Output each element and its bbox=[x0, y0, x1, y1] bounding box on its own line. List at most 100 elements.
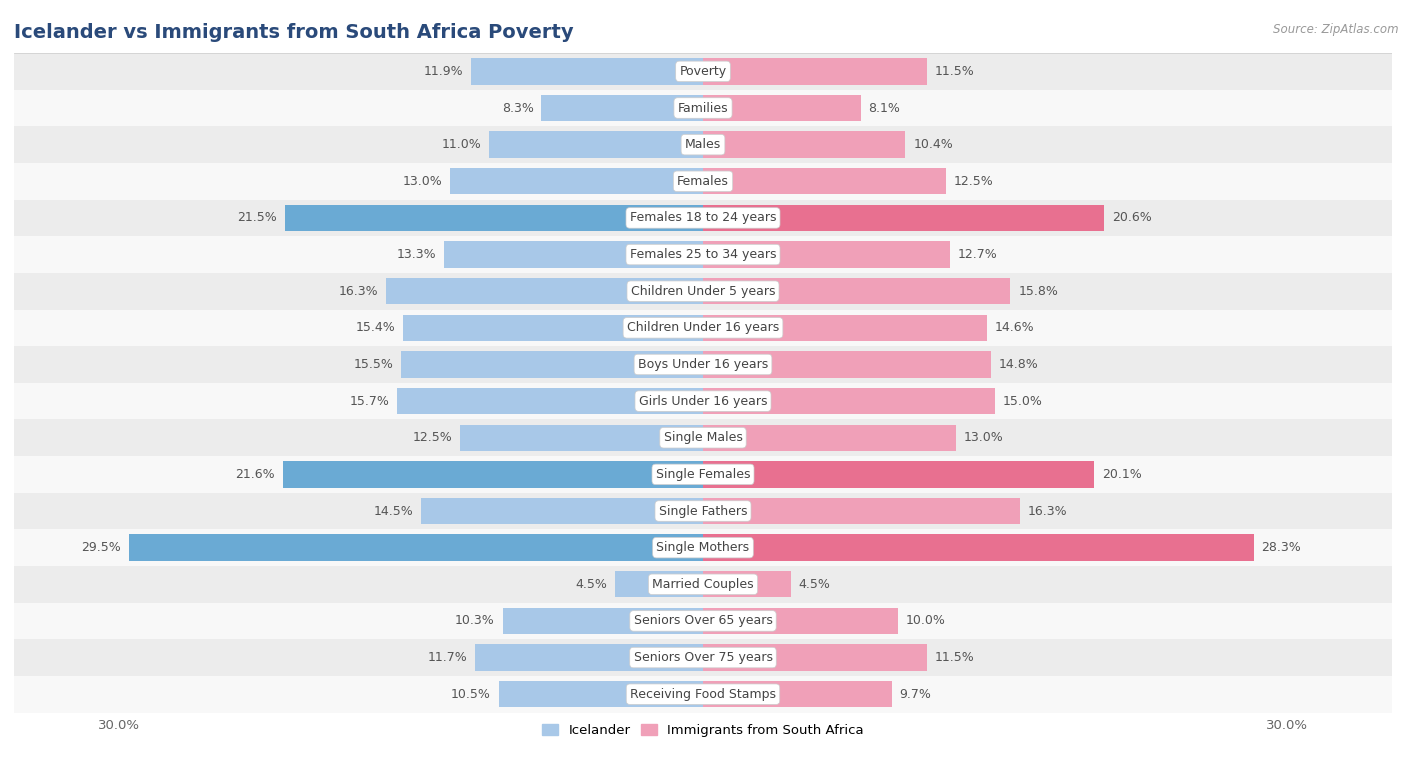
Bar bbox=[14, 383, 1392, 419]
Bar bbox=[14, 199, 1392, 236]
Text: Families: Families bbox=[678, 102, 728, 114]
Bar bbox=[703, 278, 1011, 305]
Text: Males: Males bbox=[685, 138, 721, 151]
Text: Icelander vs Immigrants from South Africa Poverty: Icelander vs Immigrants from South Afric… bbox=[14, 23, 574, 42]
Text: 29.5%: 29.5% bbox=[82, 541, 121, 554]
Text: 16.3%: 16.3% bbox=[1028, 505, 1067, 518]
Bar bbox=[129, 534, 703, 561]
Text: 15.5%: 15.5% bbox=[354, 358, 394, 371]
Text: 14.6%: 14.6% bbox=[995, 321, 1035, 334]
Bar bbox=[499, 681, 703, 707]
Text: Seniors Over 65 years: Seniors Over 65 years bbox=[634, 615, 772, 628]
Text: 15.0%: 15.0% bbox=[1002, 395, 1043, 408]
Bar bbox=[284, 205, 703, 231]
Text: 13.0%: 13.0% bbox=[963, 431, 1004, 444]
Text: 15.8%: 15.8% bbox=[1018, 285, 1059, 298]
Bar bbox=[703, 608, 897, 634]
Bar bbox=[14, 456, 1392, 493]
Bar bbox=[703, 424, 956, 451]
Text: 10.0%: 10.0% bbox=[905, 615, 945, 628]
Text: 11.7%: 11.7% bbox=[427, 651, 468, 664]
Bar bbox=[703, 388, 995, 415]
Text: Single Males: Single Males bbox=[664, 431, 742, 444]
Bar bbox=[703, 168, 946, 195]
Bar bbox=[14, 53, 1392, 89]
Text: 20.6%: 20.6% bbox=[1112, 211, 1152, 224]
Text: Single Mothers: Single Mothers bbox=[657, 541, 749, 554]
Bar bbox=[14, 89, 1392, 127]
Bar bbox=[489, 131, 703, 158]
Text: 12.5%: 12.5% bbox=[412, 431, 451, 444]
Text: 4.5%: 4.5% bbox=[576, 578, 607, 590]
Bar bbox=[14, 127, 1392, 163]
Text: 13.3%: 13.3% bbox=[396, 248, 436, 261]
Bar bbox=[450, 168, 703, 195]
Text: 11.0%: 11.0% bbox=[441, 138, 481, 151]
Text: 21.6%: 21.6% bbox=[235, 468, 274, 481]
Text: 15.7%: 15.7% bbox=[350, 395, 389, 408]
Text: Receiving Food Stamps: Receiving Food Stamps bbox=[630, 688, 776, 700]
Bar bbox=[703, 58, 927, 85]
Bar bbox=[703, 534, 1254, 561]
Bar bbox=[420, 498, 703, 525]
Text: Children Under 16 years: Children Under 16 years bbox=[627, 321, 779, 334]
Text: Single Females: Single Females bbox=[655, 468, 751, 481]
Bar bbox=[502, 608, 703, 634]
Bar bbox=[14, 346, 1392, 383]
Bar bbox=[14, 419, 1392, 456]
Bar bbox=[14, 163, 1392, 199]
Text: 10.3%: 10.3% bbox=[456, 615, 495, 628]
Bar bbox=[385, 278, 703, 305]
Bar bbox=[703, 131, 905, 158]
Bar bbox=[14, 309, 1392, 346]
Bar bbox=[14, 529, 1392, 566]
Text: 12.7%: 12.7% bbox=[957, 248, 998, 261]
Bar bbox=[475, 644, 703, 671]
Text: Source: ZipAtlas.com: Source: ZipAtlas.com bbox=[1274, 23, 1399, 36]
Bar bbox=[444, 241, 703, 268]
Text: 9.7%: 9.7% bbox=[900, 688, 931, 700]
Text: Females: Females bbox=[678, 175, 728, 188]
Bar bbox=[703, 351, 991, 377]
Text: Married Couples: Married Couples bbox=[652, 578, 754, 590]
Bar bbox=[398, 388, 703, 415]
Text: 13.0%: 13.0% bbox=[402, 175, 443, 188]
Text: 28.3%: 28.3% bbox=[1261, 541, 1302, 554]
Bar bbox=[703, 461, 1094, 487]
Bar bbox=[14, 639, 1392, 676]
Bar bbox=[703, 241, 950, 268]
Bar bbox=[703, 315, 987, 341]
Bar bbox=[616, 571, 703, 597]
Bar bbox=[14, 566, 1392, 603]
Text: 21.5%: 21.5% bbox=[238, 211, 277, 224]
Bar bbox=[14, 603, 1392, 639]
Text: Single Fathers: Single Fathers bbox=[659, 505, 747, 518]
Bar bbox=[703, 95, 860, 121]
Text: 10.5%: 10.5% bbox=[451, 688, 491, 700]
Bar bbox=[471, 58, 703, 85]
Text: 8.1%: 8.1% bbox=[869, 102, 900, 114]
Bar bbox=[703, 205, 1104, 231]
Bar bbox=[14, 493, 1392, 529]
Text: 11.9%: 11.9% bbox=[425, 65, 464, 78]
Text: 15.4%: 15.4% bbox=[356, 321, 395, 334]
Text: 12.5%: 12.5% bbox=[955, 175, 994, 188]
Bar bbox=[404, 315, 703, 341]
Text: Seniors Over 75 years: Seniors Over 75 years bbox=[634, 651, 772, 664]
Text: 11.5%: 11.5% bbox=[935, 65, 974, 78]
Bar bbox=[703, 498, 1021, 525]
Bar bbox=[460, 424, 703, 451]
Text: 14.5%: 14.5% bbox=[373, 505, 413, 518]
Text: Poverty: Poverty bbox=[679, 65, 727, 78]
Bar bbox=[14, 236, 1392, 273]
Text: 11.5%: 11.5% bbox=[935, 651, 974, 664]
Text: 16.3%: 16.3% bbox=[339, 285, 378, 298]
Bar bbox=[703, 644, 927, 671]
Text: 14.8%: 14.8% bbox=[998, 358, 1039, 371]
Text: 4.5%: 4.5% bbox=[799, 578, 830, 590]
Legend: Icelander, Immigrants from South Africa: Icelander, Immigrants from South Africa bbox=[537, 719, 869, 742]
Text: Girls Under 16 years: Girls Under 16 years bbox=[638, 395, 768, 408]
Text: Boys Under 16 years: Boys Under 16 years bbox=[638, 358, 768, 371]
Bar bbox=[703, 681, 891, 707]
Text: Females 25 to 34 years: Females 25 to 34 years bbox=[630, 248, 776, 261]
